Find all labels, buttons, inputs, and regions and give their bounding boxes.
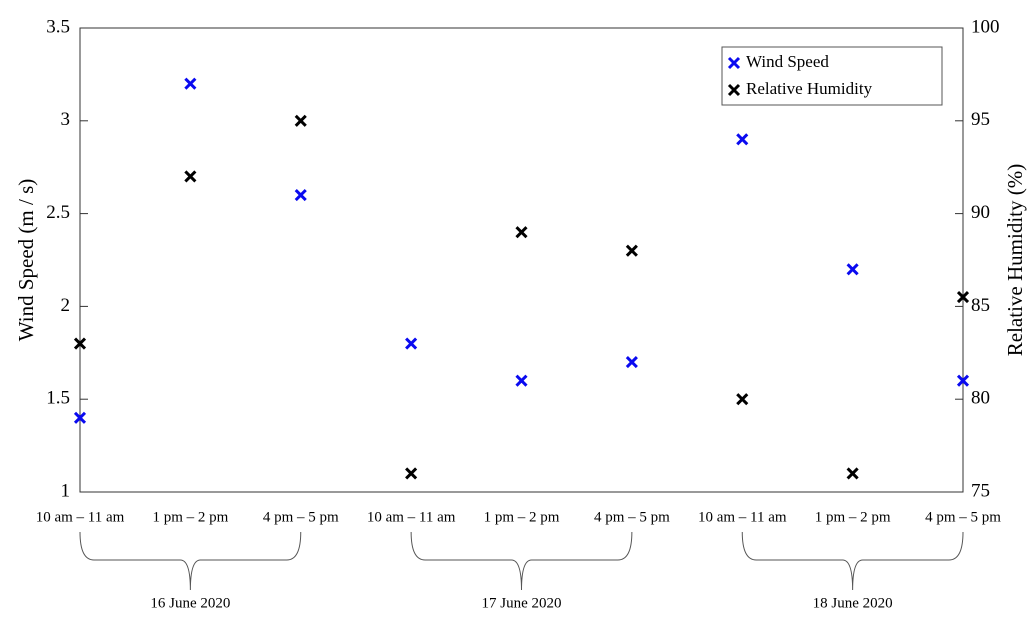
point: [73, 337, 87, 350]
point: [625, 356, 638, 369]
x-tick-label: 10 am – 11 am: [36, 509, 125, 525]
legend-marker: [727, 56, 741, 70]
legend-label: Wind Speed: [746, 52, 829, 71]
group-label: 18 June 2020: [813, 595, 893, 611]
point: [625, 244, 638, 257]
x-tick-label: 4 pm – 5 pm: [594, 509, 670, 525]
y2-tick-label: 100: [971, 16, 1000, 37]
y2-tick-label: 90: [971, 202, 990, 223]
plot-frame: [79, 27, 964, 493]
point: [736, 133, 749, 146]
x-tick-label: 1 pm – 2 pm: [815, 509, 891, 525]
x-tick-label: 10 am – 11 am: [367, 509, 456, 525]
point: [294, 114, 307, 127]
x-tick-label: 1 pm – 2 pm: [152, 509, 228, 525]
point: [294, 188, 307, 202]
point: [515, 226, 528, 239]
y2-tick-label: 75: [971, 480, 990, 501]
point: [405, 337, 418, 350]
y2-tick-label: 85: [971, 295, 990, 316]
y-tick-label: 3: [61, 109, 71, 130]
x-tick-label: 4 pm – 5 pm: [925, 509, 1001, 525]
point: [184, 170, 197, 183]
y-tick-label: 1.5: [46, 388, 70, 409]
y2-tick-label: 95: [971, 109, 990, 130]
group-bracket: [410, 531, 633, 591]
point: [956, 374, 970, 387]
point: [405, 467, 418, 480]
y-tick-label: 2: [61, 295, 71, 316]
y-tick-label: 2.5: [46, 202, 70, 223]
group-bracket: [741, 531, 964, 591]
point: [956, 291, 970, 304]
point: [184, 77, 197, 90]
legend-box: [721, 46, 943, 106]
point: [515, 374, 528, 387]
group-label: 16 June 2020: [150, 595, 230, 611]
y-tick-label: 1: [61, 480, 71, 501]
legend-label: Relative Humidity: [746, 79, 873, 98]
point: [73, 411, 87, 424]
group-bracket: [79, 531, 302, 591]
y-tick-label: 3.5: [46, 16, 70, 37]
point: [736, 393, 749, 406]
x-tick-label: 10 am – 11 am: [698, 509, 787, 525]
y2-tick-label: 80: [971, 388, 990, 409]
y2-axis-title: Relative Humidity (%): [1003, 164, 1027, 356]
legend-marker: [727, 83, 741, 97]
x-tick-label: 4 pm – 5 pm: [263, 509, 339, 525]
group-label: 17 June 2020: [482, 595, 562, 611]
point: [846, 467, 859, 480]
x-tick-label: 1 pm – 2 pm: [484, 509, 560, 525]
point: [846, 263, 859, 276]
y-axis-title: Wind Speed (m / s): [14, 179, 38, 341]
